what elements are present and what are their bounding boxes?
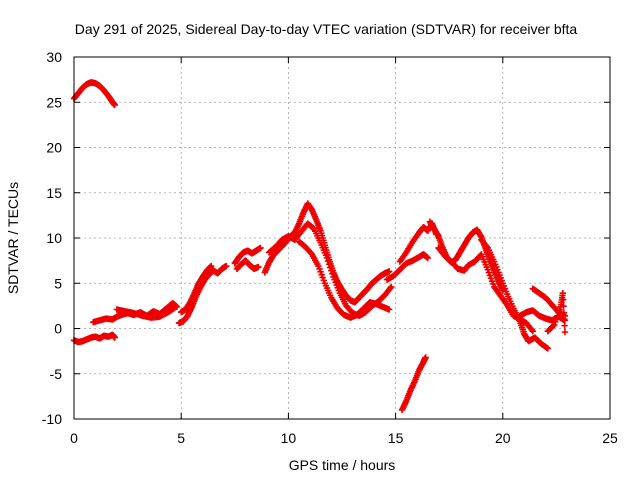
data-point [324, 257, 332, 265]
data-point [422, 354, 429, 361]
data-point [552, 318, 559, 326]
data-point [325, 261, 333, 268]
data-point [561, 322, 568, 329]
data-point [208, 262, 215, 270]
series-arc-12 [398, 354, 429, 414]
data-point [560, 309, 568, 316]
axis-ticks: 0 5 10 15 20 25 -10 -5 0 5 10 15 20 25 30 [42, 49, 618, 446]
series-arc-13 [426, 218, 506, 294]
data-point [560, 302, 567, 310]
data-point [559, 290, 567, 297]
series-arc-early-low [70, 331, 118, 346]
series-arc-2 [113, 304, 178, 321]
data-point [171, 304, 178, 311]
y-tick-label: 15 [46, 185, 62, 201]
data-point [323, 254, 331, 262]
y-tick-label: 30 [46, 49, 62, 65]
series-arc-16 [516, 307, 569, 324]
data-point [559, 296, 567, 303]
series-arc-4 [178, 262, 215, 316]
x-tick-label: 10 [281, 430, 297, 446]
data-point [327, 264, 334, 271]
data-point [328, 267, 335, 274]
y-tick-label: 0 [54, 321, 62, 337]
x-tick-label: 0 [70, 430, 78, 446]
data-points [70, 79, 569, 414]
data-point [111, 334, 118, 341]
series-arc-15 [478, 236, 552, 352]
y-axis-label: SDTVAR / TECUs [5, 182, 21, 294]
data-point [549, 322, 557, 330]
x-axis-label: GPS time / hours [289, 457, 396, 473]
y-tick-label: 5 [54, 275, 62, 291]
data-point [385, 306, 393, 313]
y-tick-label: 20 [46, 140, 62, 156]
series-arc-18 [544, 290, 569, 336]
data-point [424, 254, 431, 262]
data-point [257, 244, 264, 252]
x-tick-label: 15 [388, 430, 404, 446]
y-tick-label: 10 [46, 230, 62, 246]
data-point [553, 315, 560, 323]
y-tick-label: -10 [42, 411, 62, 427]
data-point [561, 315, 568, 323]
series-arc-early-high [70, 79, 118, 109]
y-tick-label: 25 [46, 94, 62, 110]
x-tick-label: 20 [495, 430, 511, 446]
data-point [223, 262, 230, 270]
series-arc-10 [383, 251, 431, 283]
series-arc-9 [295, 238, 393, 321]
data-point [555, 309, 562, 317]
series-arc-5 [231, 244, 264, 267]
data-point [255, 263, 262, 271]
series-arc-8 [265, 220, 395, 320]
data-point [329, 270, 336, 277]
x-tick-label: 25 [602, 430, 618, 446]
data-point [561, 328, 569, 336]
grid-layer [74, 57, 610, 419]
series-arc-6 [233, 257, 262, 272]
data-point [385, 268, 393, 275]
x-tick-label: 5 [177, 430, 185, 446]
chart-title: Day 291 of 2025, Sidereal Day-to-day VTE… [75, 21, 578, 37]
data-point [529, 328, 537, 335]
data-point [554, 312, 561, 320]
data-point [388, 283, 395, 291]
data-point [556, 306, 563, 313]
data-point [551, 321, 558, 329]
data-point [111, 101, 118, 109]
data-point [544, 345, 552, 352]
y-tick-label: -5 [50, 366, 63, 382]
